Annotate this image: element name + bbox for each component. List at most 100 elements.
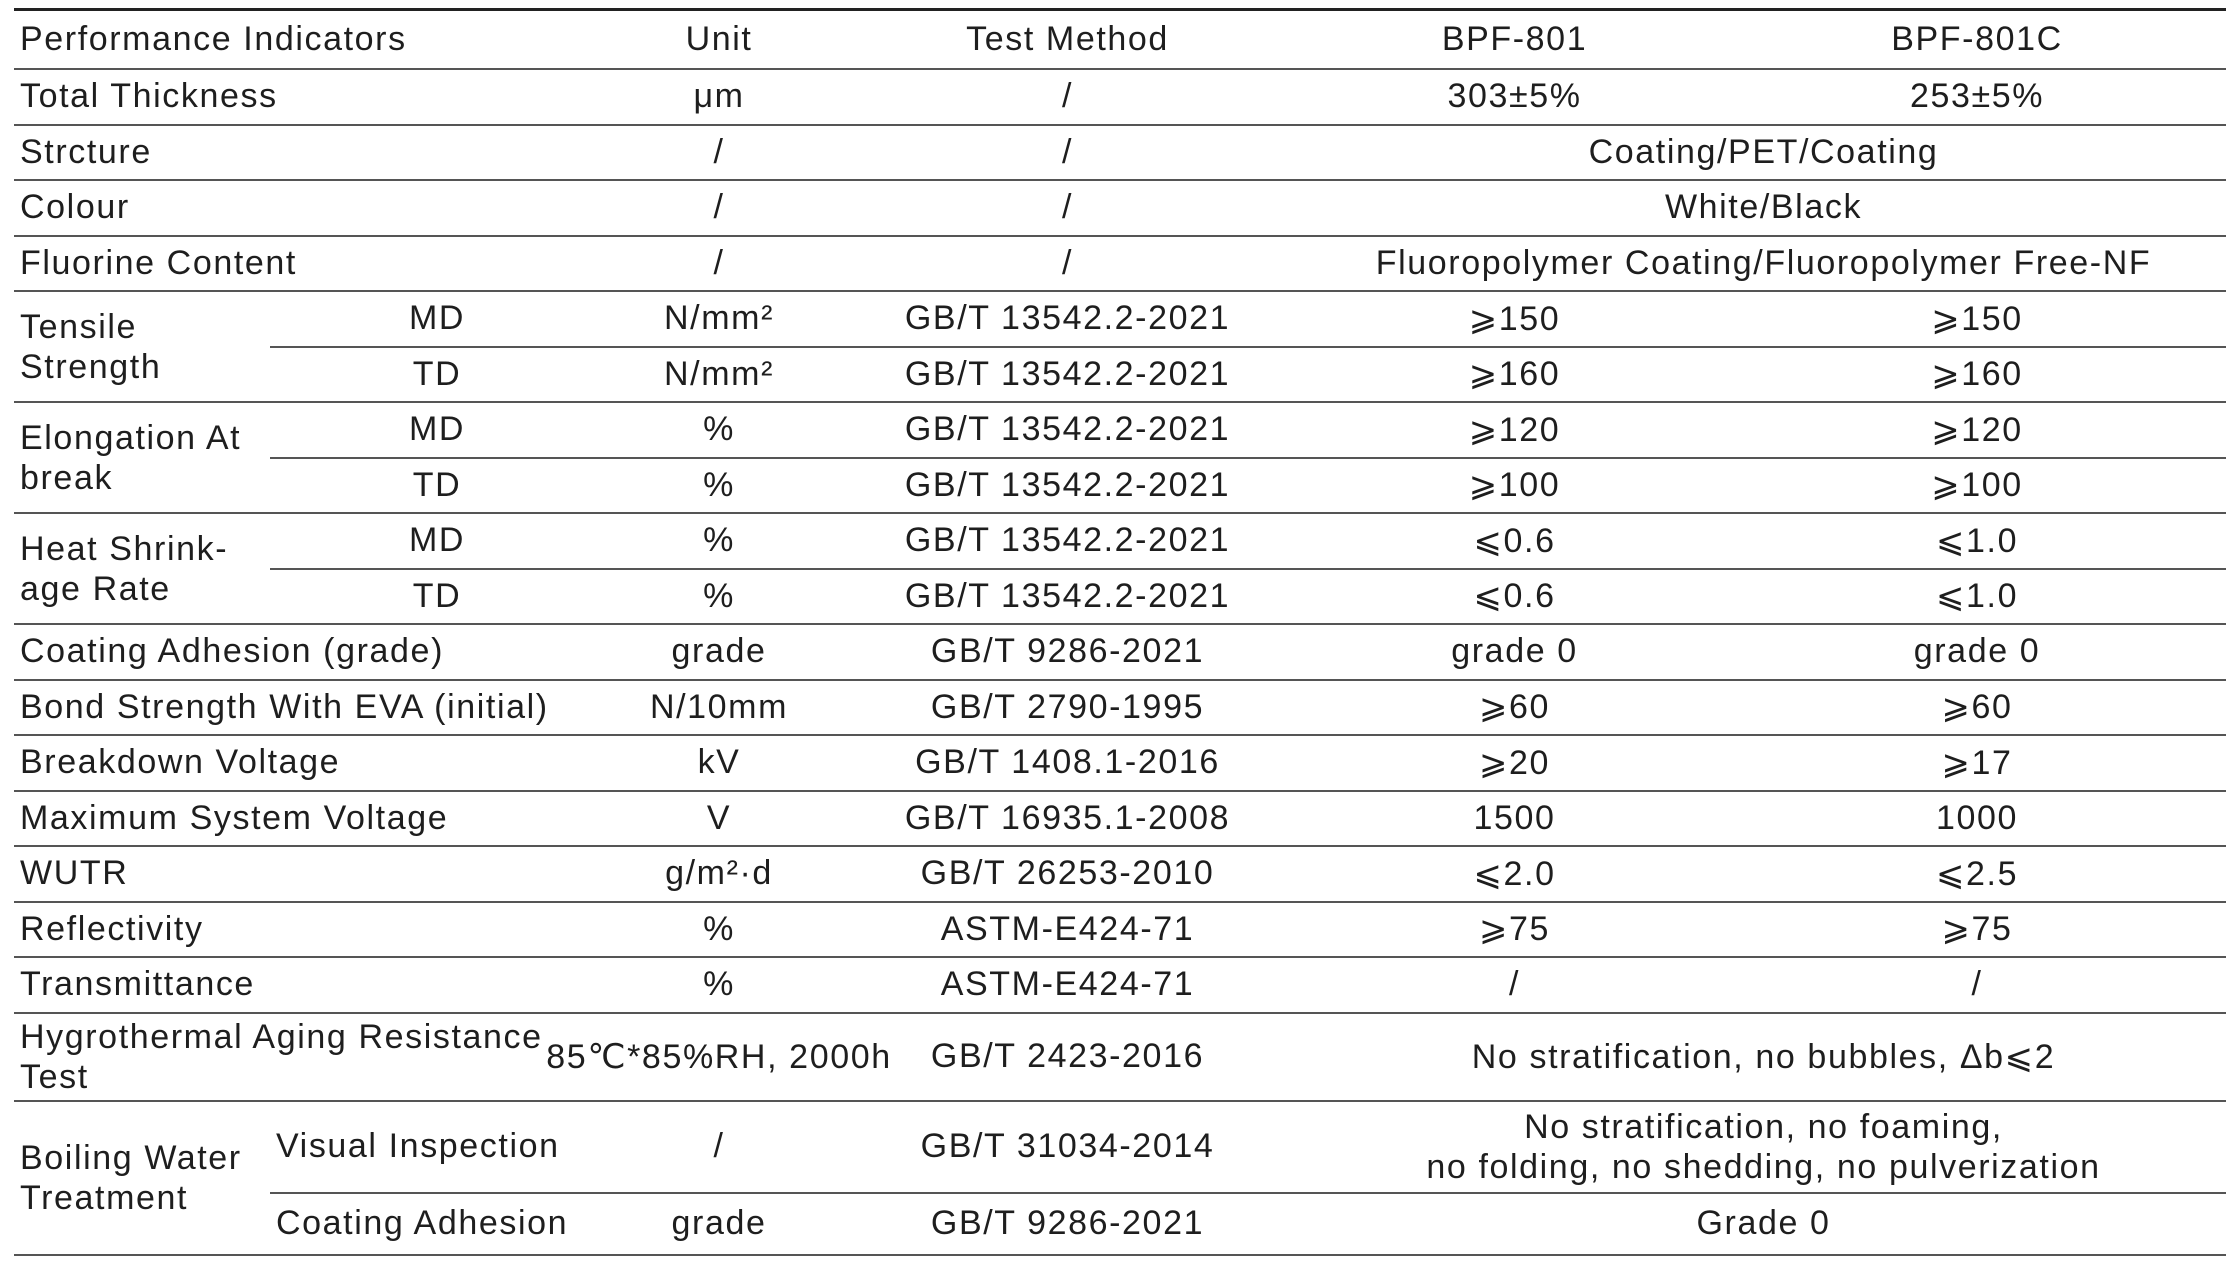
cell: GB/T 2790-1995 [834, 679, 1302, 736]
cell: Fluorine Content [14, 235, 605, 292]
cell-text: 85℃*85%RH, 2000h [546, 1037, 892, 1076]
cell: Coating/PET/Coating [1301, 124, 2227, 181]
table-body: Total Thickness μm/303±5% 253±5% Strcture / /… [14, 69, 2227, 1256]
cell: N/mm² [604, 291, 835, 348]
table-row: Strcture / / Coating/PET/Coating [14, 124, 2227, 181]
table-row: Transmittance% ASTM-E424-71// [14, 957, 2227, 1014]
cell: No stratification, no foaming, no folding… [1301, 1100, 2227, 1194]
table-row: Boiling Water Treatment Visual Inspection… [14, 1100, 2227, 1256]
cell: % [604, 568, 835, 625]
cell: GB/T 1408.1-2016 [834, 735, 1302, 792]
cell: grade [604, 1192, 835, 1256]
cell: ⩾150 [1301, 291, 1729, 348]
cell: / [834, 69, 1302, 126]
table-row: Bond Strength With EVA (initial) N/10mm GB… [14, 679, 2227, 736]
cell: Maximum System Voltage [14, 790, 605, 847]
cell: % [604, 513, 835, 570]
cell: No stratification, no bubbles, Δb⩽2 [1301, 1012, 2227, 1102]
table-row: Heat Shrink-age Rate MD% GB/T 13542.2-2021… [14, 513, 2227, 625]
header-cell: Unit [604, 9, 835, 70]
table-row: TD N/mm² GB/T 13542.2-2021 ⩾160 ⩾160 [14, 346, 2227, 403]
table-row: Colour / / White/Black [14, 180, 2227, 237]
cell: ⩽2.5 [1728, 846, 2227, 903]
cell: ⩾75 [1301, 901, 1729, 958]
table-row: Hygrothermal Aging Resistance Test 85℃*85… [14, 1012, 2227, 1102]
cell: WUTR [14, 846, 605, 903]
cell: Heat Shrink-age Rate [14, 513, 270, 625]
cell: V [604, 790, 835, 847]
cell: GB/T 13542.2-2021 [834, 402, 1302, 459]
cell: / [1728, 957, 2227, 1014]
table-row: Coating Adhesion grade GB/T 9286-2021 Grade… [14, 1192, 2227, 1256]
cell: / [1301, 957, 1729, 1014]
table-row: Total Thickness μm/303±5% 253±5% [14, 69, 2227, 126]
cell: ⩽1.0 [1728, 568, 2227, 625]
cell: % [604, 402, 835, 459]
cell: ⩾75 [1728, 901, 2227, 958]
cell: ⩾150 [1728, 291, 2227, 348]
cell: MD [270, 513, 605, 570]
cell: MD [270, 291, 605, 348]
cell: Boiling Water Treatment [14, 1100, 270, 1256]
cell: Fluoropolymer Coating/Fluoropolymer Free… [1301, 235, 2227, 292]
spec-table: Performance Indicators Unit Test Method … [14, 8, 2227, 1256]
cell: grade 0 [1301, 624, 1729, 681]
cell: ⩾100 [1728, 457, 2227, 514]
cell: GB/T 13542.2-2021 [834, 568, 1302, 625]
cell: ⩽1.0 [1728, 513, 2227, 570]
cell: Visual Inspection [270, 1100, 605, 1194]
cell: MD [270, 402, 605, 459]
cell: ⩾17 [1728, 735, 2227, 792]
cell: / [834, 124, 1302, 181]
cell: GB/T 31034-2014 [834, 1100, 1302, 1194]
table-row: WUTR g/m²·d GB/T 26253-2010 ⩽2.0 ⩽2.5 [14, 846, 2227, 903]
cell: grade [604, 624, 835, 681]
cell: ⩾60 [1728, 679, 2227, 736]
table-row: Elongation At break MD% GB/T 13542.2-2021 ⩾… [14, 402, 2227, 514]
cell: GB/T 13542.2-2021 [834, 346, 1302, 403]
cell: % [604, 457, 835, 514]
cell: Bond Strength With EVA (initial) [14, 679, 605, 736]
cell: GB/T 13542.2-2021 [834, 457, 1302, 514]
cell: Elongation At break [14, 402, 270, 514]
cell: GB/T 13542.2-2021 [834, 291, 1302, 348]
table-row: TD% GB/T 13542.2-2021 ⩾100 ⩾100 [14, 457, 2227, 514]
cell: / [604, 180, 835, 237]
cell: GB/T 16935.1-2008 [834, 790, 1302, 847]
cell: 1500 [1301, 790, 1729, 847]
cell: ⩾60 [1301, 679, 1729, 736]
cell: GB/T 2423-2016 [834, 1012, 1302, 1102]
cell: g/m²·d [604, 846, 835, 903]
cell: GB/T 26253-2010 [834, 846, 1302, 903]
cell: Transmittance [14, 957, 605, 1014]
cell: TD [270, 568, 605, 625]
table-row: Fluorine Content / / Fluoropolymer Coating/… [14, 235, 2227, 292]
cell: Hygrothermal Aging Resistance Test [14, 1012, 605, 1102]
cell: 303±5% [1301, 69, 1729, 126]
cell: kV [604, 735, 835, 792]
cell: Colour [14, 180, 605, 237]
cell: TD [270, 346, 605, 403]
cell: GB/T 9286-2021 [834, 624, 1302, 681]
cell: / [604, 235, 835, 292]
cell: ASTM-E424-71 [834, 957, 1302, 1014]
cell: μm [604, 69, 835, 126]
cell: % [604, 901, 835, 958]
cell: ⩽0.6 [1301, 568, 1729, 625]
cell: N/mm² [604, 346, 835, 403]
header-cell: Performance Indicators [14, 9, 605, 70]
cell: Tensile Strength [14, 291, 270, 403]
cell: N/10mm [604, 679, 835, 736]
cell: Reflectivity [14, 901, 605, 958]
cell-line: No stratification, no foaming, [1524, 1107, 2003, 1146]
cell: / [834, 235, 1302, 292]
cell: ⩾160 [1301, 346, 1729, 403]
cell: 85℃*85%RH, 2000h [546, 1012, 890, 1102]
cell: Strcture [14, 124, 605, 181]
cell: 253±5% [1728, 69, 2227, 126]
cell: ⩽2.0 [1301, 846, 1729, 903]
header-cell: BPF-801C [1728, 9, 2227, 70]
cell: / [604, 1100, 835, 1194]
cell: White/Black [1301, 180, 2227, 237]
